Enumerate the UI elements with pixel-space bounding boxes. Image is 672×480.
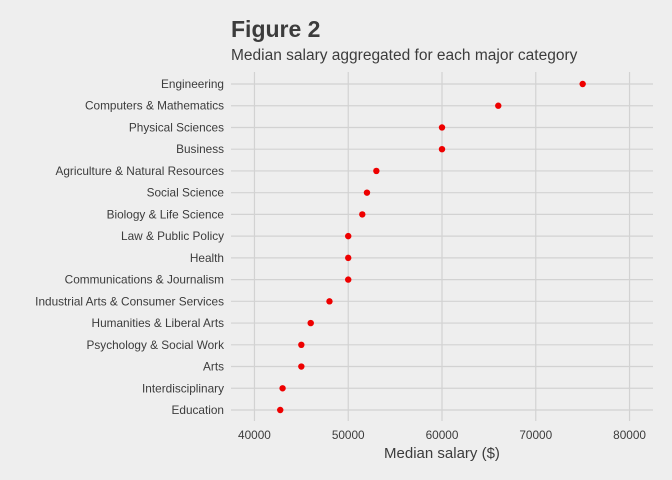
x-axis-tick-labels: 40000 50000 60000 70000 80000 (238, 428, 646, 442)
category-label: Interdisciplinary (142, 381, 224, 395)
category-label: Biology & Life Science (107, 207, 225, 221)
data-point (363, 189, 371, 196)
category-label: Humanities & Liberal Arts (92, 316, 225, 330)
data-point (279, 385, 286, 392)
chart-title: Figure 2 (231, 16, 320, 42)
data-point (495, 102, 502, 109)
grid-lines (231, 72, 653, 421)
category-labels: Engineering Computers & Mathematics Physic… (35, 77, 224, 417)
data-point (438, 146, 446, 153)
data-point (326, 298, 333, 305)
category-label: Communications & Journalism (65, 273, 224, 287)
data-point (345, 276, 352, 283)
data-point (345, 254, 352, 262)
category-label: Agriculture & Natural Resources (55, 164, 224, 178)
x-tick-label: 50000 (332, 428, 365, 442)
x-tick-label: 70000 (519, 428, 552, 442)
category-label: Education (172, 403, 224, 417)
category-label: Computers & Mathematics (85, 99, 224, 113)
category-label: Health (190, 251, 224, 265)
x-tick-label: 80000 (613, 428, 646, 442)
data-point (373, 167, 380, 175)
data-point (438, 124, 446, 131)
category-label: Physical Sciences (129, 120, 224, 134)
data-point (359, 211, 366, 218)
category-label: Engineering (161, 77, 224, 91)
category-label: Law & Public Policy (121, 229, 224, 243)
x-axis-title: Median salary ($) (384, 445, 500, 462)
data-points (277, 80, 586, 414)
data-point (579, 80, 586, 88)
data-point (345, 232, 352, 240)
category-label: Business (176, 142, 224, 156)
x-tick-label: 60000 (426, 428, 459, 442)
data-point (298, 341, 305, 348)
chart-subtitle: Median salary aggregated for each major … (231, 47, 578, 64)
category-label: Psychology & Social Work (87, 338, 225, 352)
data-point (298, 363, 305, 370)
x-tick-label: 40000 (238, 428, 271, 442)
category-label: Industrial Arts & Consumer Services (35, 294, 224, 308)
data-point (277, 406, 284, 414)
data-point (307, 319, 314, 327)
category-label: Arts (203, 360, 224, 374)
category-label: Social Science (147, 186, 225, 200)
